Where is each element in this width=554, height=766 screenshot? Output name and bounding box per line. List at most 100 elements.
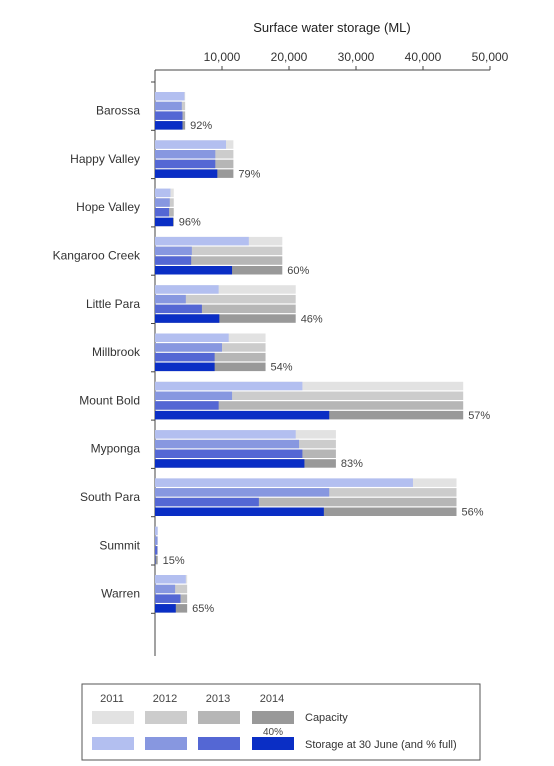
storage-bar <box>155 343 222 352</box>
capacity-bar <box>155 391 464 400</box>
x-tick-label: 20,000 <box>271 50 308 64</box>
storage-bar <box>155 391 233 400</box>
storage-bar <box>155 208 170 217</box>
storage-bar <box>155 150 216 159</box>
legend-capacity-swatch <box>92 711 134 724</box>
legend-year: 2013 <box>206 693 230 705</box>
storage-bar <box>155 497 259 507</box>
category-label: Summit <box>99 538 140 552</box>
storage-bar <box>155 401 219 410</box>
storage-bar <box>155 594 181 603</box>
legend-storage-swatch <box>145 737 187 750</box>
legend-capacity-label: Capacity <box>305 712 348 724</box>
storage-bar <box>155 101 182 111</box>
storage-bar <box>155 92 185 101</box>
legend-year: 2014 <box>260 693 284 705</box>
capacity-bar <box>155 314 296 323</box>
storage-bar <box>155 381 303 391</box>
storage-bar <box>155 449 303 458</box>
capacity-bar <box>155 555 158 565</box>
storage-bar <box>155 536 158 545</box>
category-label: Warren <box>101 587 140 601</box>
storage-bar <box>155 236 249 246</box>
storage-bar <box>155 410 330 420</box>
storage-bar <box>155 285 219 294</box>
legend-year: 2012 <box>153 693 177 705</box>
capacity-bar <box>155 304 296 314</box>
storage-bar <box>155 121 183 130</box>
legend-capacity-swatch <box>252 711 294 724</box>
storage-bar <box>155 439 300 449</box>
capacity-bar <box>155 497 457 507</box>
storage-bar <box>155 217 174 227</box>
pct-label: 60% <box>287 265 309 277</box>
storage-bar <box>155 294 186 304</box>
storage-bar <box>155 507 324 516</box>
bars <box>155 92 464 613</box>
x-tick-label: 40,000 <box>405 50 442 64</box>
pct-label: 79% <box>238 168 260 180</box>
legend-storage-label: Storage at 30 June (and % full) <box>305 739 457 751</box>
pct-label: 83% <box>341 458 363 470</box>
storage-bar <box>155 314 220 323</box>
capacity-bar <box>155 285 296 294</box>
storage-bar <box>155 266 233 275</box>
storage-bar <box>155 526 158 536</box>
storage-bar <box>155 188 171 198</box>
pct-label: 92% <box>190 120 212 132</box>
category-label: Kangaroo Creek <box>53 248 141 262</box>
pct-label: 65% <box>192 603 214 615</box>
category-label: Happy Valley <box>70 152 140 166</box>
legend-capacity-swatch <box>198 711 240 724</box>
chart-title: Surface water storage (ML) <box>253 20 411 35</box>
storage-bar <box>155 304 202 314</box>
storage-bar <box>155 140 227 149</box>
storage-bar <box>155 546 158 555</box>
legend: 2011 2012 2013 2014 Capacity Storage at 30 Ju… <box>81 683 481 761</box>
capacity-bar <box>155 294 296 304</box>
legend-year: 2011 <box>100 693 124 705</box>
storage-bar <box>155 246 192 256</box>
storage-bar <box>155 169 218 178</box>
legend-storage-swatch <box>252 737 294 750</box>
capacity-bar <box>155 246 283 256</box>
x-tick-label: 30,000 <box>338 50 375 64</box>
storage-bar <box>155 459 305 468</box>
category-label: Barossa <box>96 104 140 118</box>
storage-bar <box>155 159 216 169</box>
pct-label: 15% <box>163 555 185 567</box>
category-label: South Para <box>80 490 140 504</box>
storage-bar <box>155 604 176 613</box>
legend-storage-swatch <box>92 737 134 750</box>
x-tick-label: 10,000 <box>204 50 241 64</box>
pct-label: 46% <box>301 313 323 325</box>
storage-bar <box>155 111 183 120</box>
category-labels: Barossa 92% Happy Valley 79% Hope Valley 96% K… <box>53 81 490 615</box>
category-label: Hope Valley <box>76 200 140 214</box>
category-label: Myponga <box>91 442 141 456</box>
legend-capacity-swatch <box>145 711 187 724</box>
pct-label: 54% <box>271 362 293 374</box>
storage-bar <box>155 352 215 362</box>
x-tick-label: 50,000 <box>472 50 509 64</box>
storage-bar <box>155 584 176 594</box>
pct-label: 96% <box>179 217 201 229</box>
capacity-bar <box>155 381 464 391</box>
legend-pct-label: 40% <box>263 727 283 738</box>
pct-label: 56% <box>462 507 484 519</box>
legend-storage-swatch <box>198 737 240 750</box>
storage-bar <box>155 575 186 584</box>
category-label: Little Para <box>86 297 140 311</box>
pct-label: 57% <box>468 410 490 422</box>
capacity-bar <box>155 256 283 265</box>
storage-bar <box>155 362 215 372</box>
category-label: Millbrook <box>92 345 141 359</box>
capacity-bar <box>155 401 464 410</box>
storage-bar <box>155 478 413 487</box>
storage-bar <box>155 488 330 497</box>
storage-bar <box>155 333 229 342</box>
storage-bar <box>155 198 170 207</box>
storage-bar <box>155 430 296 439</box>
category-label: Mount Bold <box>79 393 140 407</box>
